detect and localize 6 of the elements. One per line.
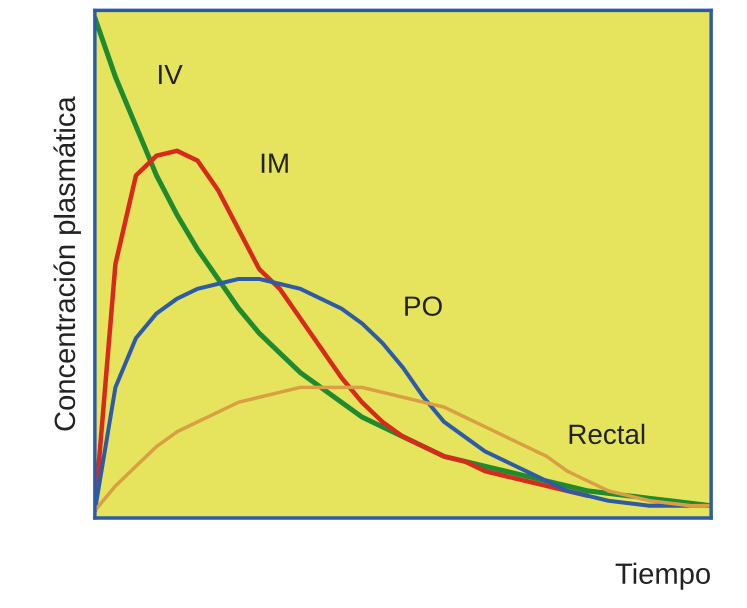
x-axis-title: Tiempo — [616, 562, 710, 590]
series-label: IV — [159, 64, 183, 84]
series-label: PO — [405, 296, 442, 316]
y-axis-title: Concentración plasmática — [53, 96, 81, 430]
series-label: IM — [262, 154, 288, 173]
series-label: Rectal — [570, 424, 644, 444]
